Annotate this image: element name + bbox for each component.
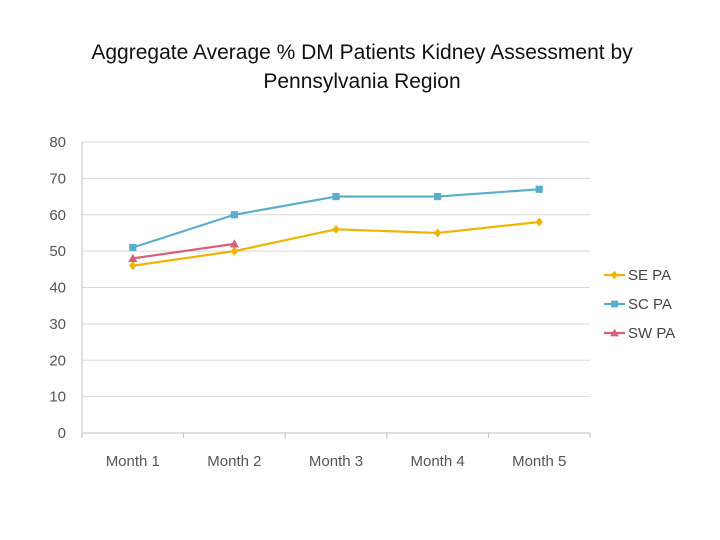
y-tick-label: 20 [49, 352, 66, 369]
data-point [611, 300, 618, 308]
x-tick-label: Month 5 [512, 453, 566, 470]
y-tick-label: 80 [49, 134, 66, 151]
series-line [132, 242, 235, 260]
data-point [332, 192, 340, 201]
data-point [129, 243, 137, 252]
chart-title-line-2: Pennsylvania Region [263, 70, 461, 93]
y-tick-label: 0 [58, 425, 66, 442]
legend-item: SC PA [604, 296, 672, 313]
axes [81, 142, 591, 438]
data-point [129, 261, 137, 271]
legend-label: SC PA [628, 296, 672, 313]
data-point [535, 217, 543, 227]
series-se-pa [129, 217, 543, 271]
data-point [332, 224, 340, 234]
data-point [535, 185, 543, 193]
data-point [230, 211, 238, 219]
y-tick-label: 40 [49, 280, 66, 297]
data-point [611, 270, 618, 280]
legend-label: SW PA [628, 325, 675, 342]
legend: SE PA SC PA SW PA [604, 267, 675, 342]
x-tick-label: Month 1 [106, 453, 160, 470]
y-tick-label: 50 [49, 243, 66, 260]
data-point [434, 192, 442, 201]
y-tick-label: 10 [49, 389, 66, 406]
series-group [128, 185, 543, 271]
x-axis-ticks: Month 1 Month 2 Month 3 Month 4 Month 5 [106, 453, 567, 470]
x-tick-label: Month 3 [309, 453, 363, 470]
data-point [610, 328, 619, 337]
y-tick-label: 60 [49, 207, 66, 224]
gridlines [82, 141, 590, 398]
series-sw-pa [128, 239, 239, 262]
legend-label: SE PA [628, 267, 671, 284]
chart-title: Aggregate Average % DM Patients Kidney A… [0, 38, 720, 96]
chart-title-line-1: Aggregate Average % DM Patients Kidney A… [91, 41, 633, 64]
data-point [434, 228, 442, 238]
y-tick-label: 70 [49, 170, 66, 187]
legend-item: SW PA [604, 325, 675, 342]
y-axis-ticks: 0 10 20 30 40 50 60 70 80 [49, 134, 66, 442]
series-sc-pa [129, 185, 543, 252]
legend-item: SE PA [604, 267, 671, 284]
data-point [230, 246, 238, 256]
data-point [128, 253, 138, 262]
y-tick-label: 30 [49, 316, 66, 333]
data-point [229, 239, 239, 248]
x-tick-label: Month 2 [207, 453, 261, 470]
x-tick-label: Month 4 [410, 453, 464, 470]
